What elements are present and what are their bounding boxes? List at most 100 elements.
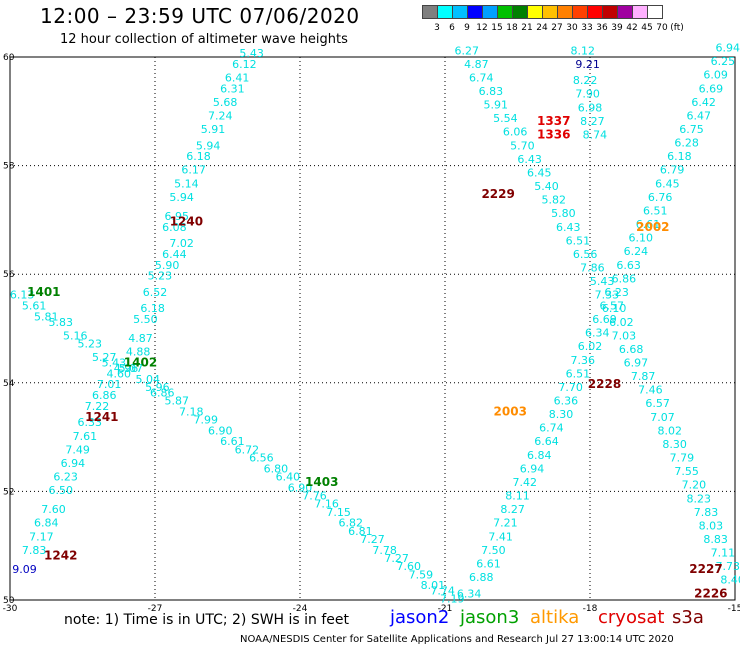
wave-height-value: 6.52 xyxy=(143,286,168,299)
wave-height-value: 7.36 xyxy=(571,354,596,367)
wave-height-value: 5.14 xyxy=(174,177,199,190)
wave-height-value: 7.73 xyxy=(716,560,740,573)
wave-height-value: 7.79 xyxy=(670,452,695,465)
scale-labels: 3 6 9 12 15 18 21 24 27 30 33 36 39 42 45 70 (ft) xyxy=(422,23,740,35)
wave-height-value: 6.94 xyxy=(61,457,86,470)
pass-number-label: 1403 xyxy=(305,475,338,489)
wave-height-value: 5.90 xyxy=(155,259,180,272)
scale-label: 30 xyxy=(566,23,578,33)
scale-label: 9 xyxy=(464,23,470,33)
scale-label: 12 xyxy=(476,23,488,33)
wave-height-value: 6.69 xyxy=(699,82,724,95)
wave-height-value: 7.74 xyxy=(430,585,455,598)
wave-height-value: 5.94 xyxy=(196,139,221,152)
wave-height-value: 6.61 xyxy=(220,435,245,448)
wave-height-value: 5.94 xyxy=(169,191,194,204)
wave-height-value: 6.40 xyxy=(276,471,301,484)
wave-height-value: 8.23 xyxy=(687,492,712,505)
wave-height-value: 8.30 xyxy=(549,408,574,421)
wave-height-value: 6.51 xyxy=(566,234,591,247)
wave-height-value: 6.74 xyxy=(469,71,494,84)
wave-height-value: 6.45 xyxy=(655,177,680,190)
legend-cryosat: cryosat xyxy=(598,607,665,628)
wave-height-value: 4.96 xyxy=(114,362,139,375)
pass-number-label: 1240 xyxy=(170,214,203,228)
pass-number-label: 1336 xyxy=(537,127,570,141)
wave-height-value: 6.18 xyxy=(667,150,692,163)
wave-height-value: 8.27 xyxy=(500,503,525,516)
wave-height-value: 6.82 xyxy=(339,517,364,530)
scale-label: 33 xyxy=(581,23,593,33)
scale-label: 45 xyxy=(641,23,653,33)
wave-height-value: 7.76 xyxy=(302,490,327,503)
wave-height-value: 7.27 xyxy=(384,552,409,565)
lat-tick-label: 54 xyxy=(3,379,15,389)
wave-height-value: 6.57 xyxy=(600,299,625,312)
pass-number-label: 1241 xyxy=(85,410,118,424)
wave-height-value: 6.97 xyxy=(624,357,649,370)
wave-height-value: 8.02 xyxy=(658,424,683,437)
wave-height-value: 6.90 xyxy=(288,481,313,494)
wave-height-value: 6.10 xyxy=(602,302,627,315)
wave-height-value: 6.12 xyxy=(232,58,257,71)
wave-height-value: 5.91 xyxy=(201,123,226,136)
wave-height-value: 6.56 xyxy=(249,452,274,465)
wave-height-value: 8.01 xyxy=(421,579,446,592)
wave-height-value: 5.23 xyxy=(148,270,173,283)
wave-height-value: 5.40 xyxy=(534,180,559,193)
wave-height-value: 5.80 xyxy=(551,207,576,220)
wave-height-value: 7.20 xyxy=(682,479,707,492)
wave-height-value: 6.27 xyxy=(455,44,480,57)
wave-height-value: 6.44 xyxy=(162,248,187,261)
wave-height-value: 7.83 xyxy=(22,544,47,557)
scale-swatch xyxy=(647,5,663,19)
scale-label: 36 xyxy=(596,23,608,33)
wave-height-value: 7.46 xyxy=(638,384,663,397)
wave-height-value: 7.41 xyxy=(488,530,513,543)
wave-height-value: 6.63 xyxy=(616,259,641,272)
wave-height-value: 4.87 xyxy=(464,58,489,71)
scale-label: 27 xyxy=(551,23,563,33)
wave-height-value: 6.64 xyxy=(534,435,559,448)
wave-height-value: 6.18 xyxy=(140,302,165,315)
pass-number-label: 2003 xyxy=(494,404,527,418)
lon-tick-label: -18 xyxy=(583,604,598,614)
wave-height-value: 7.60 xyxy=(397,560,422,573)
wave-height-value: 7.11 xyxy=(711,547,736,560)
legend-s3a: s3a xyxy=(672,607,704,628)
wave-height-value: 5.70 xyxy=(510,139,535,152)
wave-height-value: 5.23 xyxy=(78,338,103,351)
page-subtitle: 12 hour collection of altimeter wave hei… xyxy=(60,32,348,47)
pass-number-label: 1337 xyxy=(537,114,570,128)
wave-height-value: 5.61 xyxy=(22,299,47,312)
wave-height-value: 5.43 xyxy=(102,357,127,370)
footer-note: note: 1) Time is in UTC; 2) SWH is in fe… xyxy=(64,612,350,628)
wave-height-value: 5.68 xyxy=(213,96,238,109)
wave-height-value: 7.19 xyxy=(440,593,465,606)
wave-height-value: 7.42 xyxy=(513,476,538,489)
lat-tick-label: 56 xyxy=(3,270,15,280)
wave-height-value: 6.43 xyxy=(556,221,581,234)
wave-height-value: 6.13 xyxy=(10,289,35,302)
wave-height-value: 6.51 xyxy=(643,204,668,217)
wave-height-value: 6.81 xyxy=(348,525,373,538)
wave-height-value: 5.81 xyxy=(34,310,59,323)
wave-height-value: 6.98 xyxy=(578,101,603,114)
wave-height-value: 6.47 xyxy=(687,109,712,122)
wave-height-value: 6.95 xyxy=(165,210,190,223)
pass-number-label: 2002 xyxy=(636,220,669,234)
wave-height-value: 7.70 xyxy=(558,381,583,394)
wave-height-value: 7.86 xyxy=(580,261,605,274)
scale-label: 42 xyxy=(626,23,638,33)
wave-height-value: 6.86 xyxy=(612,272,637,285)
wave-height-value: 6.17 xyxy=(181,164,206,177)
map-frame xyxy=(9,56,736,601)
lat-tick-label: 58 xyxy=(3,162,15,172)
wave-height-value: 7.24 xyxy=(208,109,233,122)
wave-height-value: 5.04 xyxy=(136,373,161,386)
wave-height-value: 6.09 xyxy=(703,69,728,82)
credits-line: NOAA/NESDIS Center for Satellite Applica… xyxy=(240,634,674,645)
wave-height-value: 8.27 xyxy=(580,115,605,128)
pass-number-label: 1242 xyxy=(44,548,77,562)
lon-tick-label: -15 xyxy=(728,604,740,614)
